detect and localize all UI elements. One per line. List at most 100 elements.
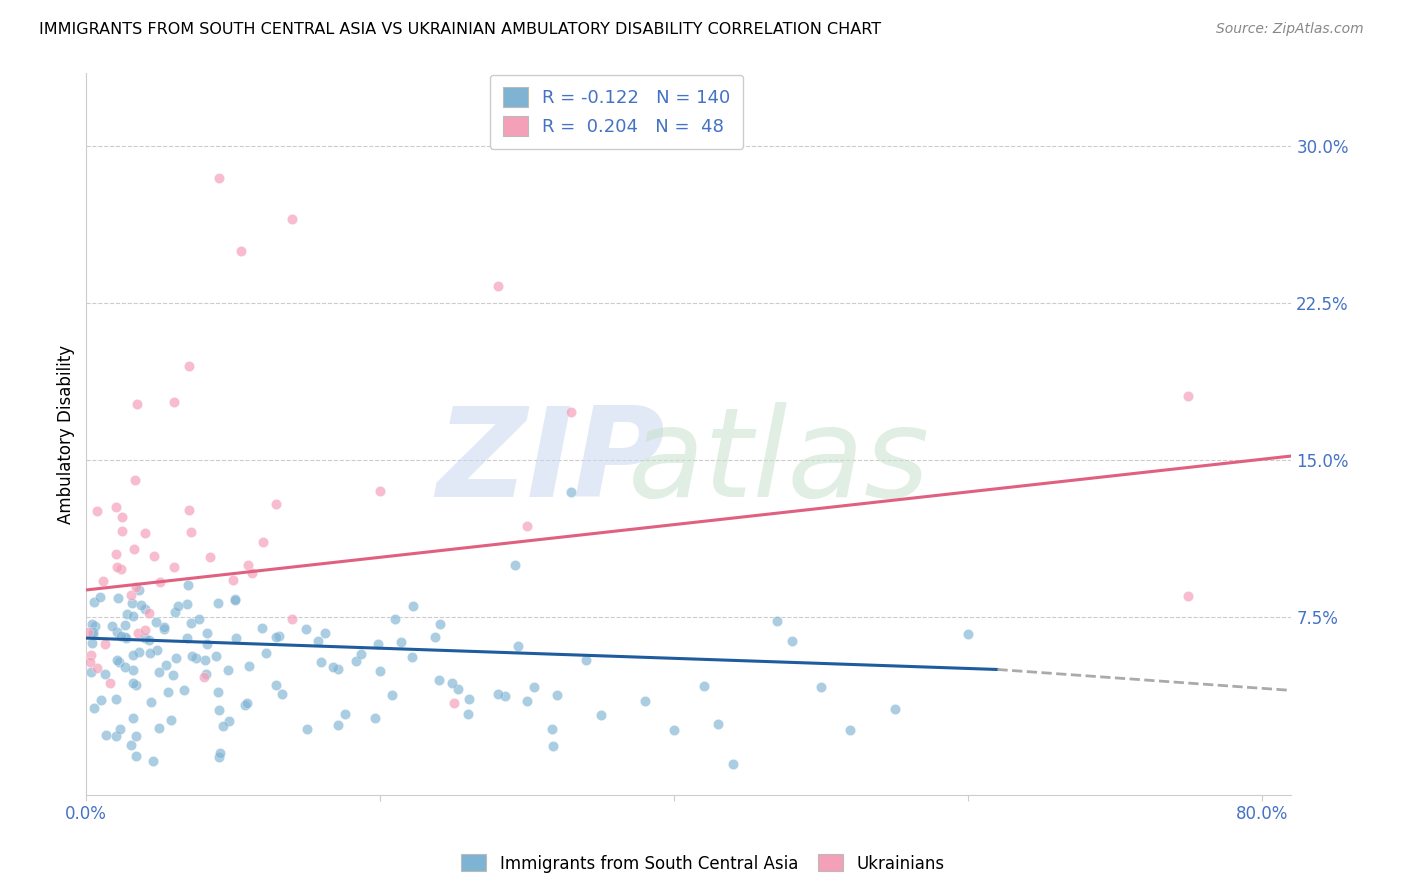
Point [443, 696, 465, 710]
Point [176, 597, 198, 611]
Point [326, 718, 349, 732]
Point [264, 630, 287, 644]
Point [101, 619, 124, 633]
Point [134, 526, 156, 541]
Point [79, 655, 101, 669]
Point [157, 684, 180, 698]
Point [225, 632, 247, 646]
Point [264, 678, 287, 692]
Point [458, 691, 481, 706]
Point [236, 558, 259, 572]
Point [145, 643, 167, 657]
Point [494, 689, 516, 703]
Point [114, 659, 136, 673]
Point [177, 578, 200, 592]
Point [80, 648, 103, 662]
Point [224, 591, 246, 606]
Point [139, 646, 162, 660]
Point [122, 542, 145, 557]
Point [295, 722, 318, 736]
Point [114, 631, 136, 645]
Point [100, 675, 122, 690]
Point [165, 650, 187, 665]
Point [180, 525, 202, 540]
Point [159, 713, 181, 727]
Point [208, 750, 231, 764]
Point [105, 625, 128, 640]
Point [105, 729, 128, 743]
Point [367, 637, 389, 651]
Point [264, 497, 287, 511]
Point [447, 681, 470, 696]
Point [194, 653, 217, 667]
Point [110, 723, 132, 737]
Point [111, 524, 134, 539]
Point [254, 646, 277, 660]
Point [155, 658, 177, 673]
Point [252, 535, 274, 549]
Point [86, 504, 108, 518]
Point [956, 627, 979, 641]
Point [120, 738, 142, 752]
Point [429, 617, 451, 632]
Point [149, 575, 172, 590]
Point [148, 721, 170, 735]
Point [780, 634, 803, 648]
Point [84, 618, 107, 632]
Point [128, 645, 150, 659]
Y-axis label: Ambulatory Disability: Ambulatory Disability [58, 344, 75, 524]
Point [163, 394, 186, 409]
Point [560, 405, 582, 419]
Point [105, 653, 128, 667]
Point [125, 729, 148, 743]
Point [86, 661, 108, 675]
Point [83, 595, 105, 609]
Point [180, 616, 202, 631]
Point [218, 714, 240, 728]
Point [179, 359, 201, 373]
Point [125, 678, 148, 692]
Point [173, 683, 195, 698]
Point [167, 599, 190, 614]
Point [105, 691, 128, 706]
Point [350, 647, 373, 661]
Point [179, 503, 201, 517]
Point [271, 687, 294, 701]
Point [540, 722, 562, 736]
Point [207, 596, 229, 610]
Point [427, 673, 450, 688]
Point [104, 547, 127, 561]
Point [122, 664, 145, 678]
Point [110, 629, 132, 643]
Point [83, 700, 105, 714]
Point [200, 549, 222, 564]
Point [267, 629, 290, 643]
Point [457, 707, 479, 722]
Point [707, 717, 730, 731]
Point [839, 723, 862, 738]
Point [80, 665, 103, 680]
Point [105, 559, 128, 574]
Point [207, 685, 229, 699]
Point [402, 599, 425, 613]
Legend: R = -0.122   N = 140, R =  0.204   N =  48: R = -0.122 N = 140, R = 0.204 N = 48 [489, 75, 744, 149]
Point [240, 566, 263, 580]
Point [125, 580, 148, 594]
Text: IMMIGRANTS FROM SOUTH CENTRAL ASIA VS UKRAINIAN AMBULATORY DISABILITY CORRELATIO: IMMIGRANTS FROM SOUTH CENTRAL ASIA VS UK… [39, 22, 882, 37]
Point [114, 617, 136, 632]
Point [401, 650, 423, 665]
Point [250, 621, 273, 635]
Point [217, 663, 239, 677]
Point [207, 703, 229, 717]
Point [90, 693, 112, 707]
Point [125, 397, 148, 411]
Point [222, 573, 245, 587]
Point [145, 615, 167, 629]
Point [589, 708, 612, 723]
Point [122, 676, 145, 690]
Point [207, 170, 229, 185]
Point [121, 711, 143, 725]
Text: atlas: atlas [628, 402, 931, 524]
Point [322, 659, 344, 673]
Point [94, 667, 117, 681]
